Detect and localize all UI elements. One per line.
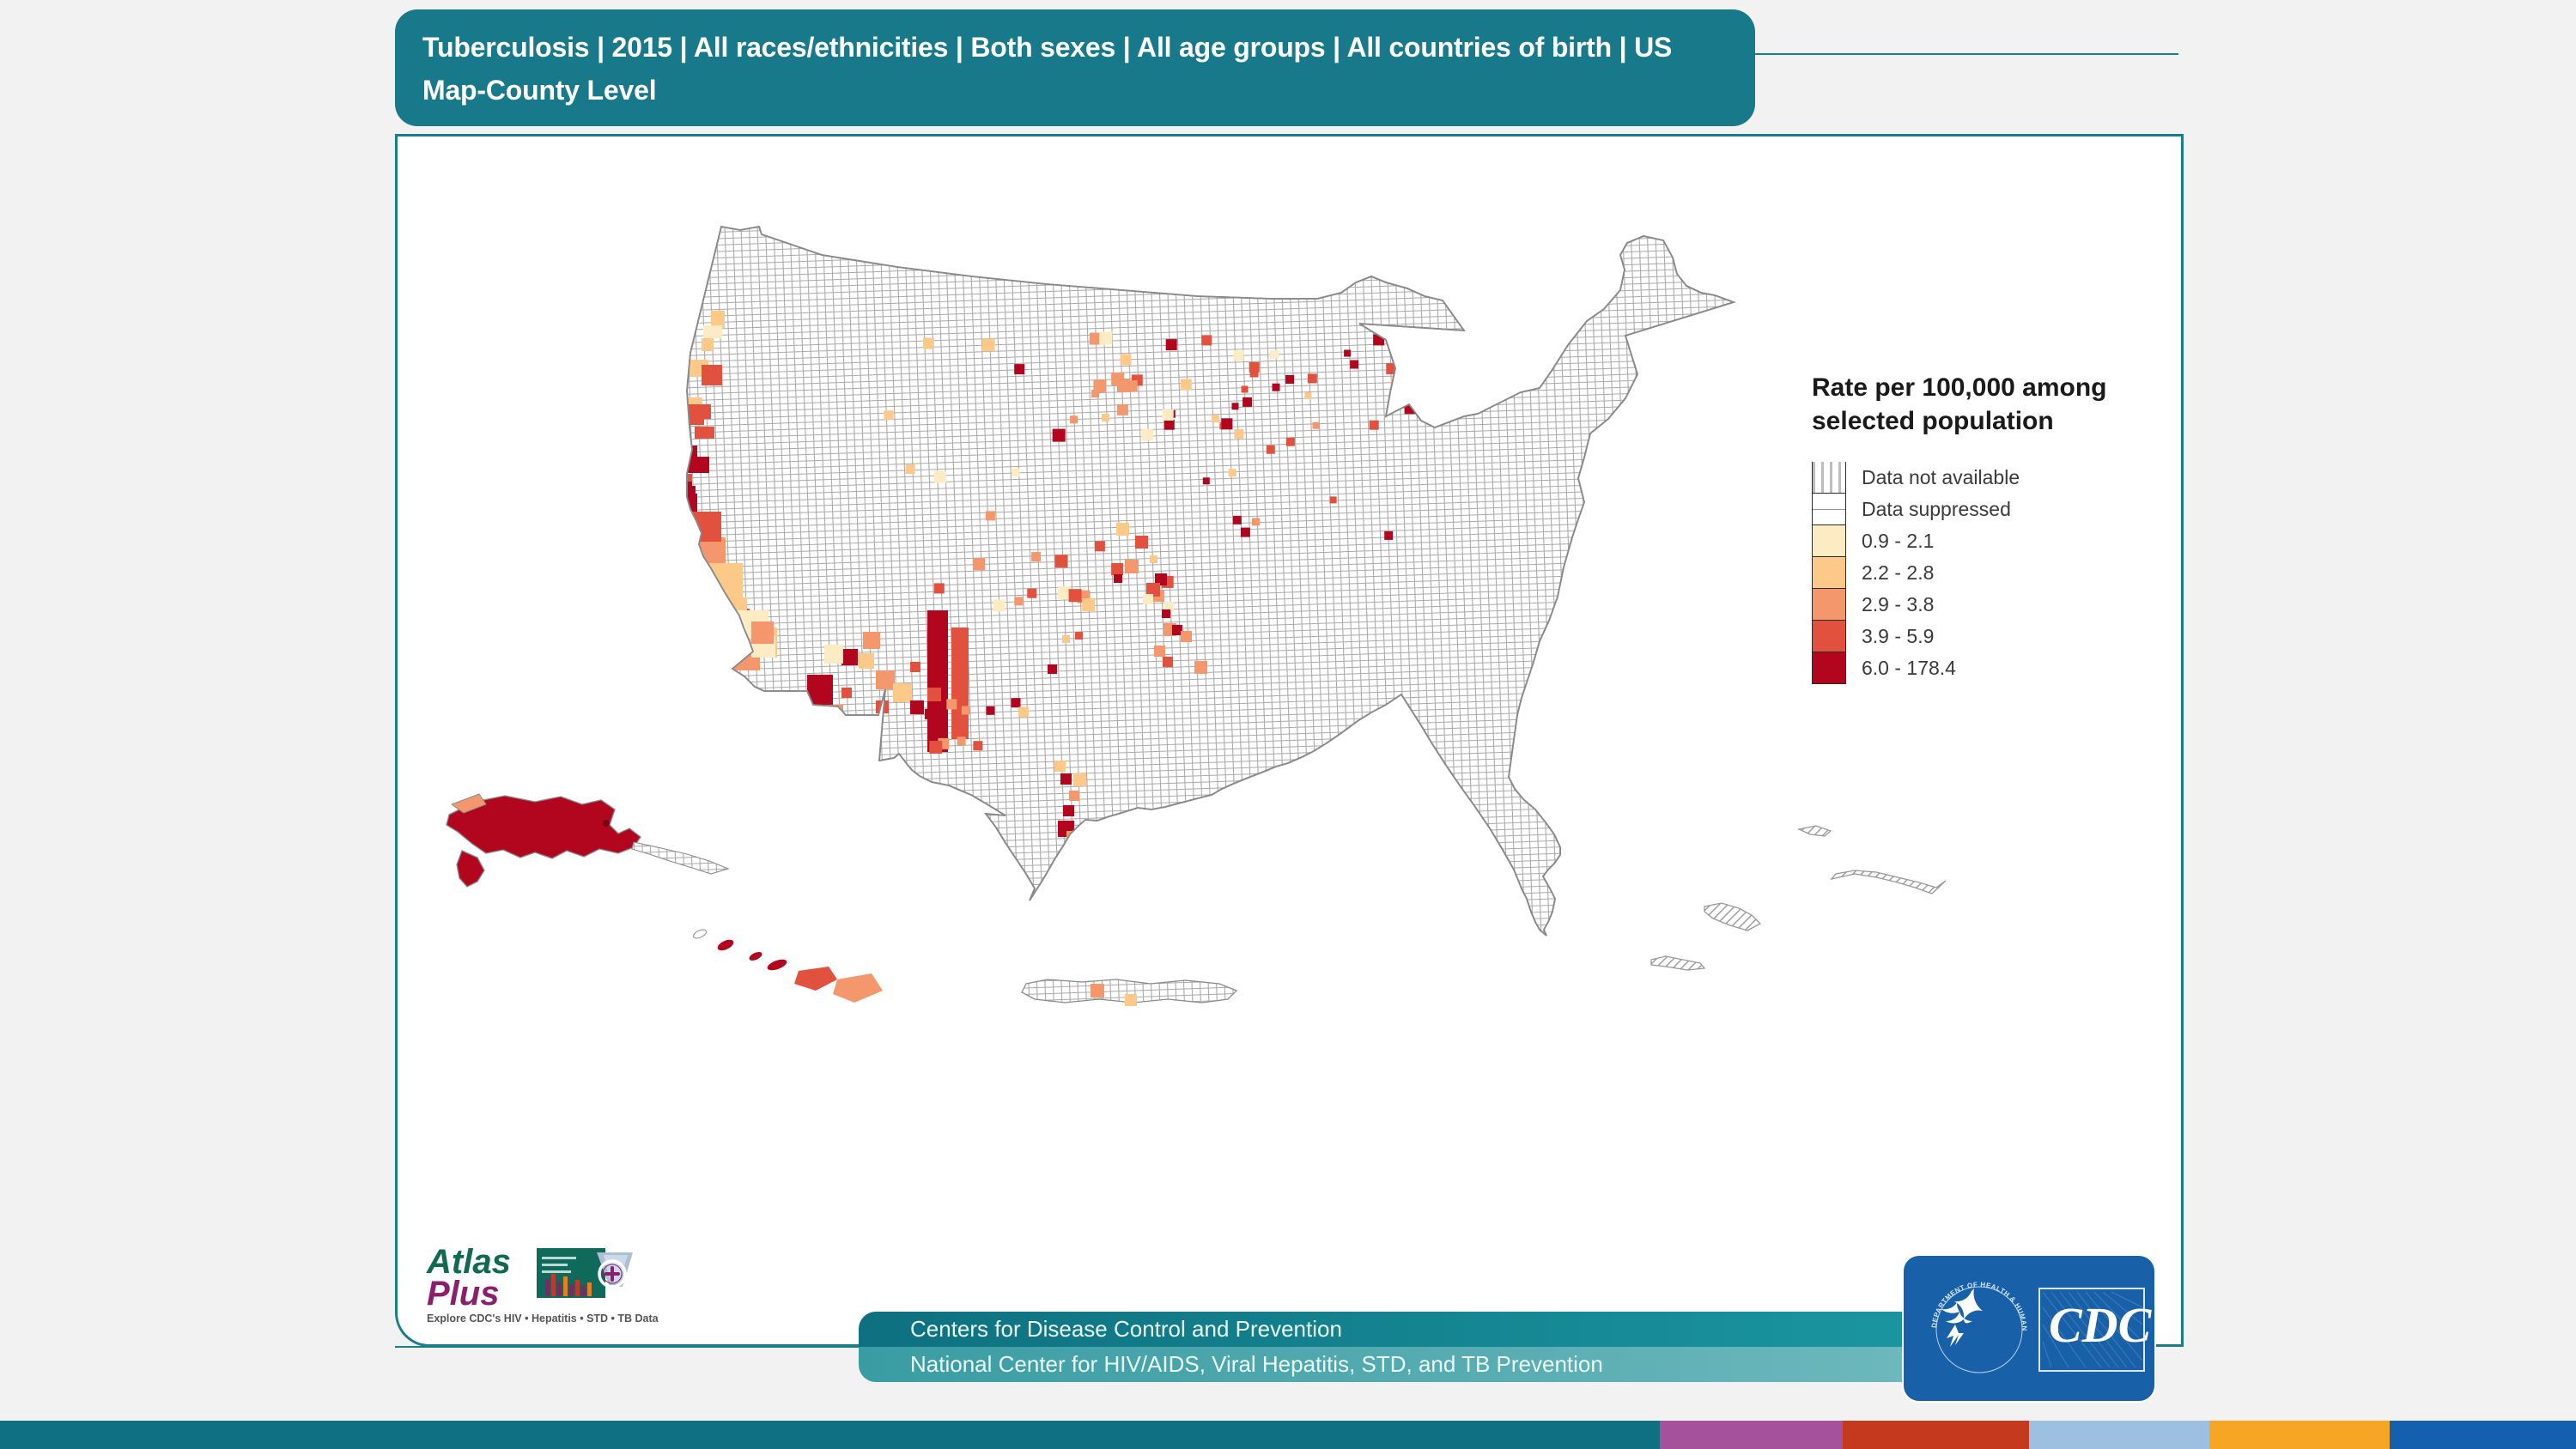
svg-text:CDC: CDC [2049, 1297, 2153, 1353]
